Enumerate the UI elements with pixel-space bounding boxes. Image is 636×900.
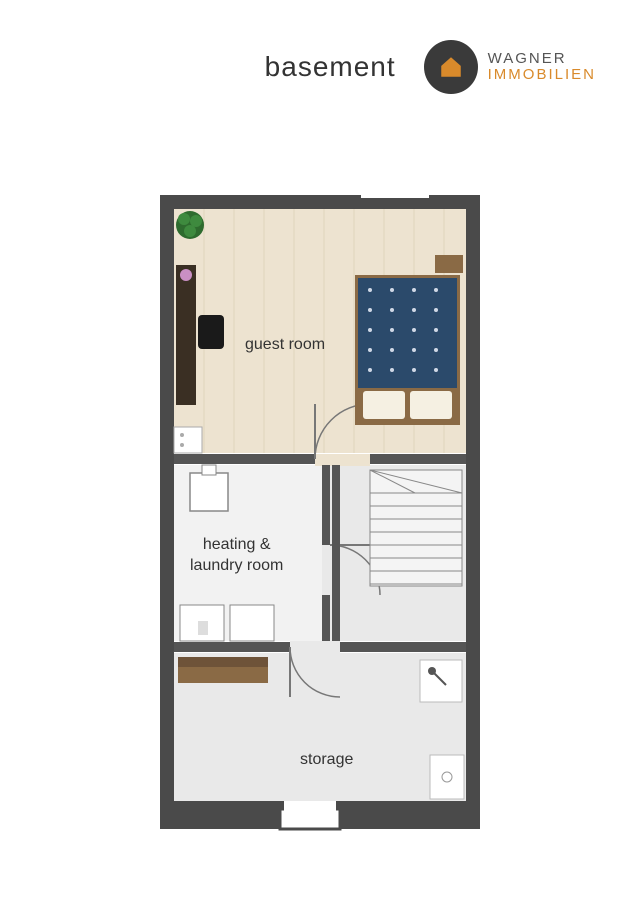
logo-badge: [424, 40, 478, 94]
brand-logo: WAGNER IMMOBILIEN: [424, 40, 596, 94]
house-icon: [438, 54, 464, 80]
logo-text: WAGNER IMMOBILIEN: [488, 51, 596, 84]
floorplan: guest room heating &laundry room storage: [160, 195, 480, 830]
floorplan-svg: [160, 195, 480, 835]
page-title: basement: [265, 51, 396, 83]
logo-line2: IMMOBILIEN: [488, 67, 596, 84]
logo-line1: WAGNER: [488, 51, 596, 68]
